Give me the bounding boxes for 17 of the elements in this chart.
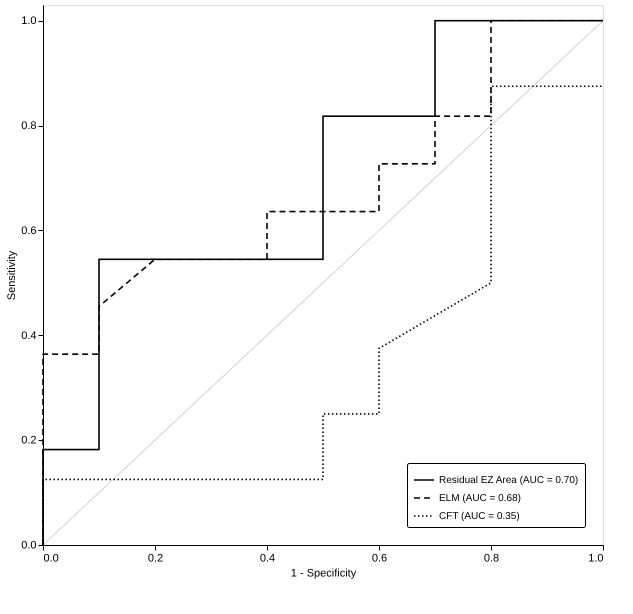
y-tick-label: 0.2 [21,434,36,447]
x-tick-label: 0.0 [44,552,59,564]
y-tick-label: 0.0 [21,540,36,552]
x-tick-label: 0.4 [260,552,276,564]
y-tick-label: 1.0 [21,15,36,28]
y-tick-label: 0.4 [21,330,36,342]
x-axis-title: 1 - Specificity [290,568,357,580]
legend-label: CFT (AUC = 0.35) [439,511,520,522]
legend-label: ELM (AUC = 0.68) [439,493,521,504]
x-tick-label: 0.6 [372,552,388,564]
x-tick-label: 1.0 [588,552,604,564]
y-tick-label: 0.8 [21,120,36,132]
legend-label: Residual EZ Area (AUC = 0.70) [439,475,578,486]
x-tick-label: 0.8 [484,552,500,564]
y-axis-title: Sensitivity [6,250,18,300]
x-tick-label: 0.2 [148,552,164,564]
y-tick-label: 0.6 [21,224,36,237]
